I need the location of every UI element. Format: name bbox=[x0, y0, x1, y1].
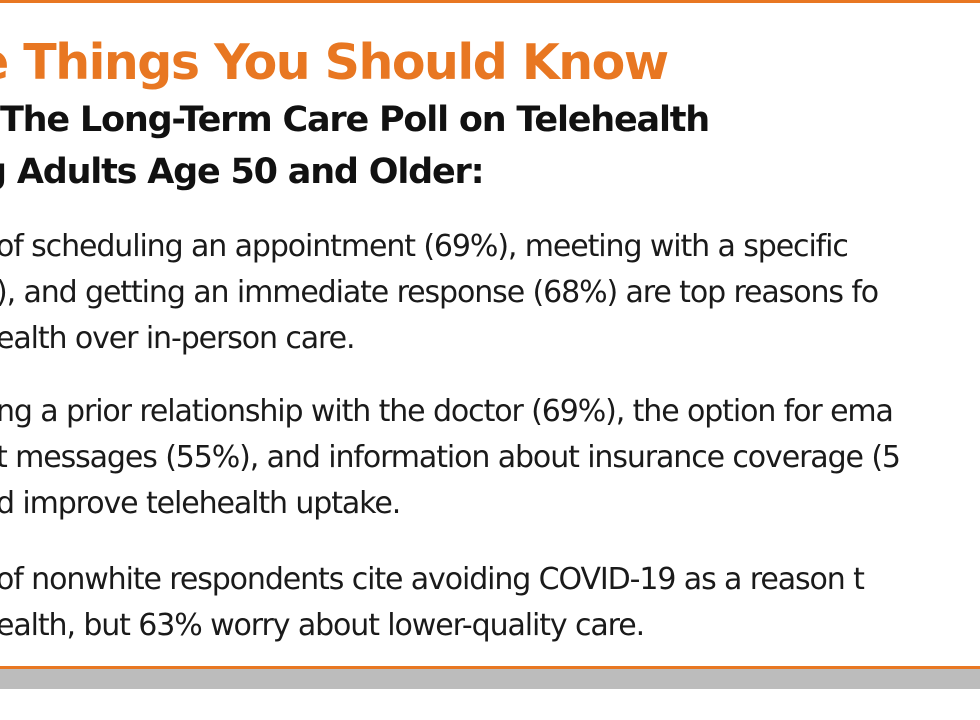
finding-2-line-3: d improve telehealth uptake. bbox=[0, 486, 401, 521]
finding-2-line-2: t messages (55%), and information about … bbox=[0, 440, 901, 475]
subtitle-line-1: The Long-Term Care Poll on Telehealth bbox=[0, 100, 710, 140]
finding-2-line-1: ng a prior relationship with the doctor … bbox=[0, 394, 894, 429]
finding-1-line-2: ), and getting an immediate response (68… bbox=[0, 275, 879, 310]
finding-1-line-3: ealth over in-person care. bbox=[0, 321, 356, 356]
finding-1-line-1: of scheduling an appointment (69%), meet… bbox=[0, 229, 849, 264]
top-orange-rule bbox=[0, 0, 980, 3]
finding-3-line-1: of nonwhite respondents cite avoiding CO… bbox=[0, 562, 865, 597]
subtitle-line-2: g Adults Age 50 and Older: bbox=[0, 152, 485, 192]
page-title: e Things You Should Know bbox=[0, 34, 669, 91]
bottom-gray-band bbox=[0, 669, 980, 689]
bottom-orange-rule bbox=[0, 666, 980, 669]
finding-3-line-2: ealth, but 63% worry about lower-quality… bbox=[0, 608, 645, 643]
